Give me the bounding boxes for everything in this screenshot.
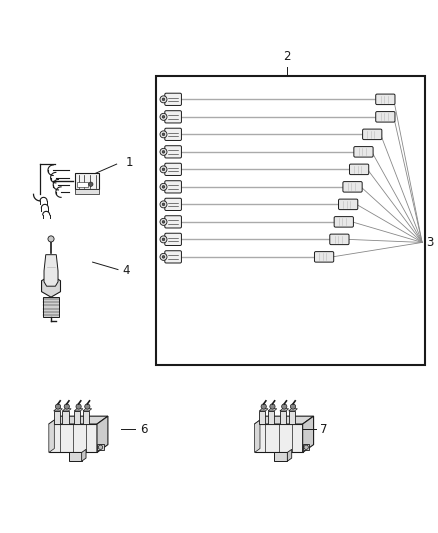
Text: 1: 1 <box>125 156 133 169</box>
FancyBboxPatch shape <box>333 216 353 227</box>
Circle shape <box>162 255 164 258</box>
Polygon shape <box>254 416 313 424</box>
Polygon shape <box>81 449 86 461</box>
Polygon shape <box>254 424 302 453</box>
Bar <box>259 411 265 424</box>
Circle shape <box>162 238 164 241</box>
Circle shape <box>159 219 166 225</box>
Circle shape <box>98 445 102 449</box>
FancyBboxPatch shape <box>314 252 333 262</box>
Circle shape <box>162 150 164 153</box>
Bar <box>83 411 89 424</box>
Polygon shape <box>44 255 58 286</box>
FancyBboxPatch shape <box>164 181 181 193</box>
Text: 6: 6 <box>140 423 147 436</box>
Polygon shape <box>268 409 276 411</box>
Polygon shape <box>83 409 92 411</box>
Polygon shape <box>62 409 71 411</box>
Polygon shape <box>288 409 297 411</box>
Circle shape <box>281 404 286 409</box>
FancyBboxPatch shape <box>342 182 361 192</box>
Circle shape <box>88 182 93 187</box>
Circle shape <box>159 131 166 138</box>
FancyBboxPatch shape <box>164 111 181 123</box>
Bar <box>77 182 88 187</box>
Polygon shape <box>259 409 268 411</box>
Text: 3: 3 <box>425 236 432 249</box>
Bar <box>75 173 99 189</box>
FancyBboxPatch shape <box>329 234 348 245</box>
Text: 4: 4 <box>122 264 130 277</box>
FancyBboxPatch shape <box>362 129 381 140</box>
Circle shape <box>48 236 54 242</box>
FancyBboxPatch shape <box>164 198 181 211</box>
Bar <box>279 411 286 424</box>
FancyBboxPatch shape <box>349 164 368 175</box>
FancyBboxPatch shape <box>375 94 394 104</box>
FancyBboxPatch shape <box>338 199 357 209</box>
FancyBboxPatch shape <box>375 111 394 122</box>
Circle shape <box>303 445 307 449</box>
Circle shape <box>159 253 166 261</box>
Bar <box>155 76 424 365</box>
FancyBboxPatch shape <box>164 216 181 228</box>
Circle shape <box>162 116 164 118</box>
Circle shape <box>162 98 164 101</box>
Circle shape <box>159 201 166 208</box>
Circle shape <box>261 404 266 409</box>
FancyBboxPatch shape <box>164 146 181 158</box>
Polygon shape <box>49 424 97 453</box>
Circle shape <box>162 133 164 136</box>
Circle shape <box>85 404 90 409</box>
Text: 2: 2 <box>283 50 290 63</box>
Circle shape <box>64 404 69 409</box>
Bar <box>288 411 294 424</box>
Circle shape <box>55 404 60 409</box>
Polygon shape <box>254 420 259 453</box>
Polygon shape <box>49 420 54 453</box>
Circle shape <box>159 183 166 190</box>
Circle shape <box>159 114 166 120</box>
Bar <box>268 411 274 424</box>
Circle shape <box>76 404 81 409</box>
Polygon shape <box>97 416 108 453</box>
Text: 7: 7 <box>319 423 327 436</box>
FancyBboxPatch shape <box>164 128 181 141</box>
Bar <box>43 297 59 317</box>
Polygon shape <box>42 275 60 297</box>
Circle shape <box>159 236 166 243</box>
Circle shape <box>162 221 164 223</box>
Circle shape <box>269 404 275 409</box>
Circle shape <box>162 203 164 206</box>
Polygon shape <box>287 449 291 461</box>
Bar <box>53 411 60 424</box>
Polygon shape <box>302 416 313 453</box>
Circle shape <box>162 185 164 188</box>
Bar <box>274 453 287 461</box>
Circle shape <box>290 404 295 409</box>
Polygon shape <box>97 444 103 450</box>
Circle shape <box>159 96 166 103</box>
Circle shape <box>162 168 164 171</box>
FancyBboxPatch shape <box>164 93 181 106</box>
Bar <box>68 453 81 461</box>
Polygon shape <box>49 416 108 424</box>
Polygon shape <box>279 409 288 411</box>
Polygon shape <box>74 409 83 411</box>
Circle shape <box>159 166 166 173</box>
Circle shape <box>159 148 166 155</box>
Bar <box>62 411 68 424</box>
FancyBboxPatch shape <box>164 163 181 175</box>
Polygon shape <box>302 444 308 450</box>
Bar <box>74 411 80 424</box>
FancyBboxPatch shape <box>164 233 181 246</box>
FancyBboxPatch shape <box>353 147 372 157</box>
Polygon shape <box>53 409 62 411</box>
FancyBboxPatch shape <box>164 251 181 263</box>
Bar <box>75 189 99 194</box>
